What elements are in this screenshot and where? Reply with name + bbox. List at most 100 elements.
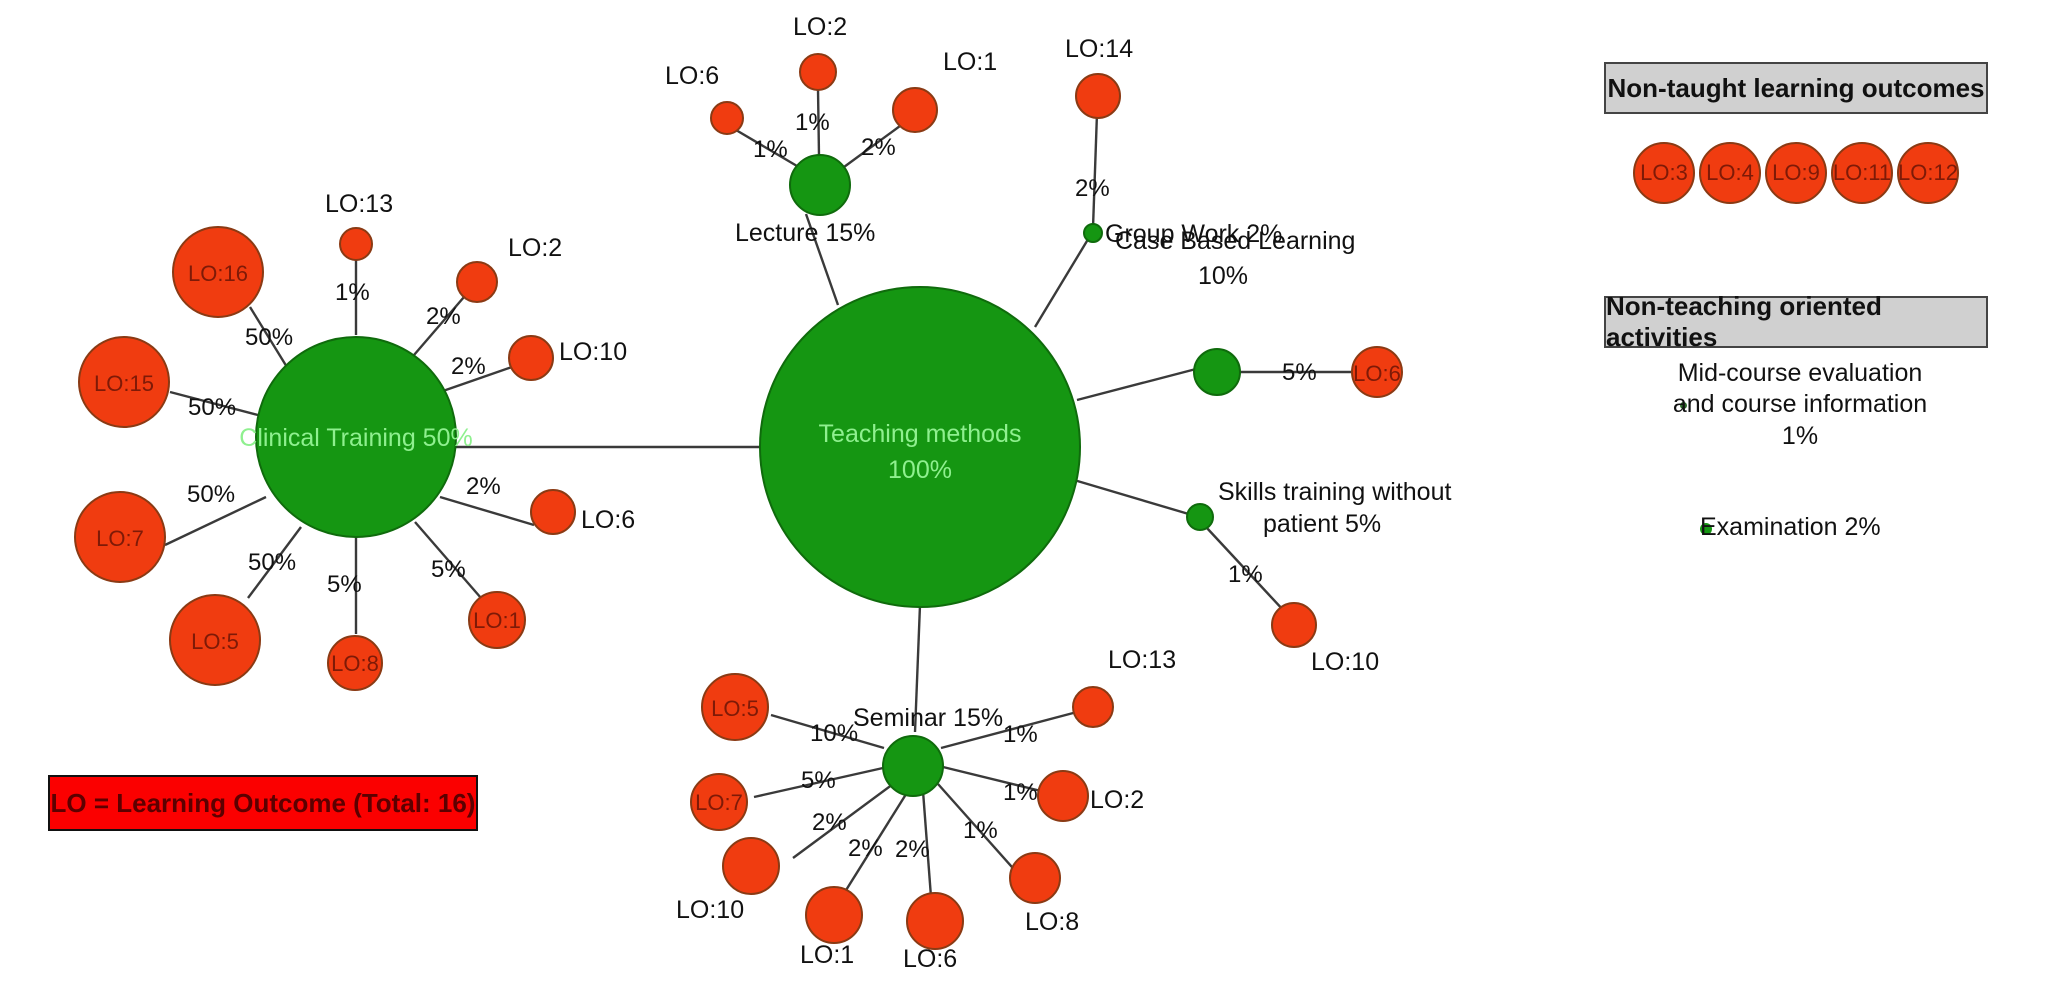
node-cbl-lo6[interactable] <box>1351 346 1403 398</box>
node-seminar-lo5[interactable] <box>701 673 769 741</box>
label-clinical-lo5: LO:5 <box>191 629 239 654</box>
weight-lecture-lo1: 2% <box>861 134 896 161</box>
skills-circle[interactable] <box>1186 503 1214 531</box>
node-clinical-lo8[interactable] <box>327 635 383 691</box>
cbl-circle[interactable] <box>1193 348 1241 396</box>
legend-lo-9[interactable]: LO:9 <box>1765 142 1827 204</box>
cbl-label-line1: Case Based Learning <box>1115 227 1355 255</box>
label-seminar-lo8: LO:8 <box>1025 908 1079 936</box>
legend-lo-12[interactable]: LO:12 <box>1897 142 1959 204</box>
legend-lo-11[interactable]: LO:11 <box>1831 142 1893 204</box>
node-seminar-lo8[interactable] <box>1009 852 1061 904</box>
node-lecture[interactable]: Lecture 15% <box>735 154 875 247</box>
weight-clinical-lo8: 5% <box>327 571 362 598</box>
edges-groupwork <box>1091 112 1099 229</box>
weight-clinical-lo13: 1% <box>335 279 370 306</box>
group-work-circle[interactable] <box>1083 223 1103 243</box>
weight-clinical-lo7: 50% <box>187 481 235 508</box>
lecture-circle[interactable] <box>789 154 851 216</box>
edge-root-cbl <box>1076 367 1197 402</box>
node-clinical-lo1[interactable] <box>468 591 526 649</box>
label-clinical-lo16: LO:16 <box>188 261 248 286</box>
node-clinical-lo15[interactable] <box>78 336 170 428</box>
label-lecture-lo2: LO:2 <box>793 13 847 41</box>
label-clinical-lo8: LO:8 <box>331 651 379 676</box>
label-skills-lo10: LO:10 <box>1311 648 1379 676</box>
edges-root <box>455 213 1197 733</box>
node-lecture-lo1[interactable] <box>892 87 938 133</box>
label-seminar-lo1: LO:1 <box>800 941 854 969</box>
edge-clinical-lo5 <box>247 526 302 599</box>
edge-root-skills <box>1073 478 1193 517</box>
node-groupwork-lo14[interactable] <box>1075 73 1121 119</box>
legend-non-taught-circles: LO:3 LO:4 LO:9 LO:11 LO:12 <box>1604 138 1988 208</box>
weight-clinical-lo16: 50% <box>245 324 293 351</box>
label-seminar-lo7: LO:7 <box>695 790 743 815</box>
edge-clinical-lo1 <box>414 521 482 599</box>
edge-groupwork-lo14 <box>1091 112 1099 229</box>
edges-skills <box>1205 526 1286 613</box>
label-clinical-lo1: LO:1 <box>473 608 521 633</box>
node-seminar-lo10[interactable] <box>722 837 780 895</box>
node-seminar[interactable]: Seminar 15% <box>853 704 1003 797</box>
weight-skills-lo10: 1% <box>1228 561 1263 588</box>
edge-seminar-lo8 <box>937 783 1021 877</box>
node-case-based-learning[interactable]: Case Based Learning 10% <box>1115 227 1355 396</box>
edge-lecture-lo2 <box>816 88 821 157</box>
node-clinical-training[interactable]: Clinical Training 50% <box>239 336 473 538</box>
edge-clinical-lo6 <box>439 495 535 527</box>
node-group-work[interactable]: Group Work 2% <box>1083 220 1282 248</box>
edge-clinical-lo15 <box>169 390 259 417</box>
node-clinical-lo6[interactable] <box>530 489 576 535</box>
legend-lo-3[interactable]: LO:3 <box>1633 142 1695 204</box>
teaching-methods-label-line1: Teaching methods <box>819 420 1022 448</box>
lecture-outcome-nodes: LO:6 LO:2 LO:1 <box>665 13 997 135</box>
legend-lo-4[interactable]: LO:4 <box>1699 142 1761 204</box>
teaching-methods-circle[interactable] <box>759 286 1081 608</box>
weight-seminar-lo1: 2% <box>848 835 883 862</box>
seminar-outcome-nodes: LO:5 LO:7 LO:10 LO:1 LO:6 LO:8 LO:2 LO:1… <box>676 646 1176 973</box>
node-seminar-lo7[interactable] <box>690 773 748 831</box>
cbl-outcome-nodes: LO:6 <box>1351 346 1403 398</box>
legend-activity-examination: Examination 2% <box>1700 513 1881 541</box>
node-clinical-lo7[interactable] <box>74 491 166 583</box>
edge-root-seminar <box>913 604 922 733</box>
node-seminar-lo6[interactable] <box>906 892 964 950</box>
edge-seminar-lo2 <box>942 765 1042 793</box>
node-clinical-lo2[interactable] <box>456 261 498 303</box>
weight-clinical-lo15: 50% <box>188 394 236 421</box>
weight-clinical-lo6: 2% <box>466 473 501 500</box>
weight-seminar-lo7: 5% <box>801 767 836 794</box>
midcourse-dot-icon <box>1680 402 1687 409</box>
edge-root-lecture <box>804 213 840 306</box>
group-work-label: Group Work 2% <box>1105 220 1282 248</box>
edge-seminar-lo13 <box>940 710 1078 750</box>
edge-clinical-lo7 <box>164 495 267 547</box>
node-teaching-methods[interactable]: Teaching methods 100% <box>759 286 1081 608</box>
label-clinical-lo2: LO:2 <box>508 234 562 262</box>
node-seminar-lo13[interactable] <box>1072 686 1114 728</box>
node-skills-lo10[interactable] <box>1271 602 1317 648</box>
edge-seminar-lo7 <box>753 766 884 799</box>
node-clinical-lo13[interactable] <box>339 227 373 261</box>
groupwork-outcome-nodes: LO:14 <box>1065 35 1133 119</box>
edge-clinical-lo16 <box>248 306 292 373</box>
node-lecture-lo2[interactable] <box>799 53 837 91</box>
clinical-training-circle[interactable] <box>255 336 457 538</box>
node-clinical-lo10[interactable] <box>508 335 554 381</box>
weight-clinical-lo5: 50% <box>248 549 296 576</box>
legend-activity-midcourse: Mid-course evaluation and course informa… <box>1672 359 1928 450</box>
edge-seminar-lo6 <box>921 790 933 898</box>
edges-lecture <box>735 88 901 168</box>
node-seminar-lo2[interactable] <box>1037 770 1089 822</box>
node-clinical-lo16[interactable] <box>172 226 264 318</box>
lecture-label: Lecture 15% <box>735 219 875 247</box>
weight-seminar-lo10: 2% <box>812 809 847 836</box>
seminar-circle[interactable] <box>882 735 944 797</box>
node-clinical-lo5[interactable] <box>169 594 261 686</box>
node-skills-training[interactable]: Skills training without patient 5% <box>1186 478 1451 538</box>
node-lecture-lo6[interactable] <box>710 101 744 135</box>
node-seminar-lo1[interactable] <box>805 886 863 944</box>
edge-skills-lo10 <box>1205 526 1286 613</box>
